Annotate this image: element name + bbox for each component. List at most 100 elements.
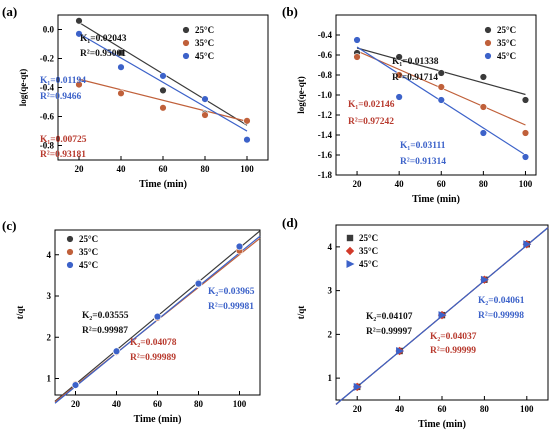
fit-line-35c bbox=[78, 78, 248, 122]
x-tick-label: 20 bbox=[71, 399, 81, 409]
fit-annotation: R²=0.99989 bbox=[130, 353, 176, 363]
fit-annotation: K₁=0.02043 bbox=[80, 34, 127, 44]
data-point-35c bbox=[437, 83, 445, 91]
y-tick-label: 4 bbox=[47, 250, 52, 260]
panel-c: (c) 20 40 60 80 100 1 2 3 4 Time (min) t/qt 25°C 35°C… bbox=[2, 218, 261, 425]
data-point-45c bbox=[437, 96, 445, 104]
data-point-25c bbox=[395, 53, 403, 61]
data-point-45c bbox=[243, 136, 251, 144]
data-point-35c bbox=[353, 53, 361, 61]
y-tick-label: 2 bbox=[47, 332, 52, 342]
data-point-35c bbox=[243, 117, 251, 125]
legend-marker bbox=[182, 26, 190, 34]
data-point-45c bbox=[117, 63, 125, 71]
data-point-45c bbox=[112, 347, 121, 355]
x-axis-label: Time (min) bbox=[134, 414, 182, 425]
x-axis-label: Time (min) bbox=[412, 194, 460, 205]
data-point-45c bbox=[395, 93, 403, 101]
legend-marker bbox=[346, 260, 355, 268]
y-axis-label: t/qt bbox=[15, 306, 25, 320]
x-tick-label: 40 bbox=[112, 399, 122, 409]
fit-annotation: R²=0.99987 bbox=[82, 326, 128, 336]
data-point-35c bbox=[117, 89, 125, 98]
y-tick-label: -1.6 bbox=[318, 150, 333, 160]
legend-marker bbox=[66, 248, 74, 256]
y-tick-label: -0.4 bbox=[318, 30, 333, 40]
y-tick-label: -0.2 bbox=[40, 54, 55, 64]
data-point-45c bbox=[353, 382, 362, 391]
fit-line-45c bbox=[78, 33, 248, 132]
fit-annotation: R²=0.99999 bbox=[430, 346, 476, 356]
data-point-45c bbox=[71, 381, 80, 389]
panel-label: (c) bbox=[2, 218, 16, 233]
legend-label: 25°C bbox=[497, 25, 516, 35]
legend-label: 35°C bbox=[359, 246, 378, 256]
x-tick-label: 80 bbox=[194, 399, 204, 409]
legend: 25°C 35°C 45°C bbox=[345, 233, 378, 269]
data-point-35c bbox=[75, 80, 83, 89]
panel-label: (a) bbox=[2, 4, 17, 19]
data-point-35c bbox=[479, 103, 488, 111]
panel-label: (d) bbox=[282, 215, 298, 230]
y-tick-label: -1.0 bbox=[318, 90, 333, 100]
legend-marker bbox=[66, 235, 74, 243]
panel-a: (a) 20 40 60 80 100 0.0 -0.2 -0.4 -0.6 -0.8 Time (m… bbox=[2, 4, 269, 190]
legend: 25°C 35°C 45°C bbox=[484, 25, 516, 61]
y-tick-label: -1.4 bbox=[318, 130, 333, 140]
data-point-35c bbox=[395, 71, 403, 79]
data-point-35c bbox=[201, 111, 209, 119]
fit-annotation: K₁=0.02146 bbox=[348, 100, 395, 110]
legend-label: 25°C bbox=[79, 234, 98, 244]
data-point-35c bbox=[159, 104, 167, 112]
legend-label: 45°C bbox=[359, 259, 378, 269]
fit-annotation: R²=0.97242 bbox=[348, 117, 394, 127]
fit-annotation: R²=0.93181 bbox=[40, 150, 86, 160]
data-point-25c bbox=[117, 48, 125, 57]
legend-label: 35°C bbox=[195, 38, 214, 48]
x-tick-label: 80 bbox=[201, 164, 211, 174]
fit-annotation: R²=0.95001 bbox=[80, 49, 126, 59]
y-tick-label: -0.8 bbox=[318, 70, 333, 80]
legend-marker bbox=[484, 26, 492, 34]
legend-marker bbox=[182, 52, 190, 60]
fit-annotation: R²=0.99998 bbox=[478, 311, 524, 321]
x-tick-label: 80 bbox=[480, 404, 490, 414]
x-tick-label: 20 bbox=[353, 404, 363, 414]
legend-label: 25°C bbox=[195, 25, 214, 35]
fit-annotation: K₁=0.03111 bbox=[400, 141, 446, 151]
data-point-45c bbox=[396, 347, 405, 355]
data-point-45c bbox=[480, 275, 489, 284]
x-tick-label: 60 bbox=[437, 179, 447, 189]
data-point-25c bbox=[521, 96, 530, 104]
legend-label: 25°C bbox=[359, 233, 378, 243]
data-point-45c bbox=[201, 95, 209, 103]
legend: 25°C 35°C 45°C bbox=[66, 234, 98, 270]
legend-label: 45°C bbox=[79, 260, 98, 270]
data-point-45c bbox=[438, 311, 447, 320]
data-point-25c bbox=[159, 86, 167, 95]
legend-marker bbox=[182, 39, 190, 47]
x-tick-label: 60 bbox=[438, 404, 448, 414]
x-tick-label: 80 bbox=[479, 179, 489, 189]
data-point-45c bbox=[235, 242, 244, 251]
panel-b: (b) 20 40 60 80 100 -0.4 -0.6 -0.8 -1.0 -1.2 -1.4 -1… bbox=[282, 4, 537, 205]
y-tick-label: 1 bbox=[47, 374, 52, 384]
legend: 25°C 35°C 45°C bbox=[182, 25, 214, 61]
fit-annotation: R²=0.99997 bbox=[366, 327, 412, 337]
data-point-25c bbox=[437, 69, 445, 77]
data-point-45c bbox=[523, 240, 532, 249]
fit-annotation: R²=0.9466 bbox=[40, 92, 81, 102]
fit-annotation: R²=0.91314 bbox=[400, 157, 446, 167]
legend-marker bbox=[484, 52, 492, 60]
x-axis-label: Time (min) bbox=[139, 179, 187, 190]
data-point-45c bbox=[75, 30, 83, 38]
data-point-45c bbox=[521, 153, 530, 161]
y-tick-label: 2 bbox=[328, 329, 333, 339]
fit-annotation: K₁=0.01338 bbox=[392, 57, 439, 67]
legend-label: 45°C bbox=[497, 51, 516, 61]
fit-annotation: K₂=0.04078 bbox=[130, 338, 177, 348]
data-point-45c bbox=[194, 279, 203, 288]
data-point-25c bbox=[479, 73, 488, 81]
data-point-45c bbox=[159, 72, 167, 80]
y-tick-label: -0.6 bbox=[40, 112, 55, 122]
